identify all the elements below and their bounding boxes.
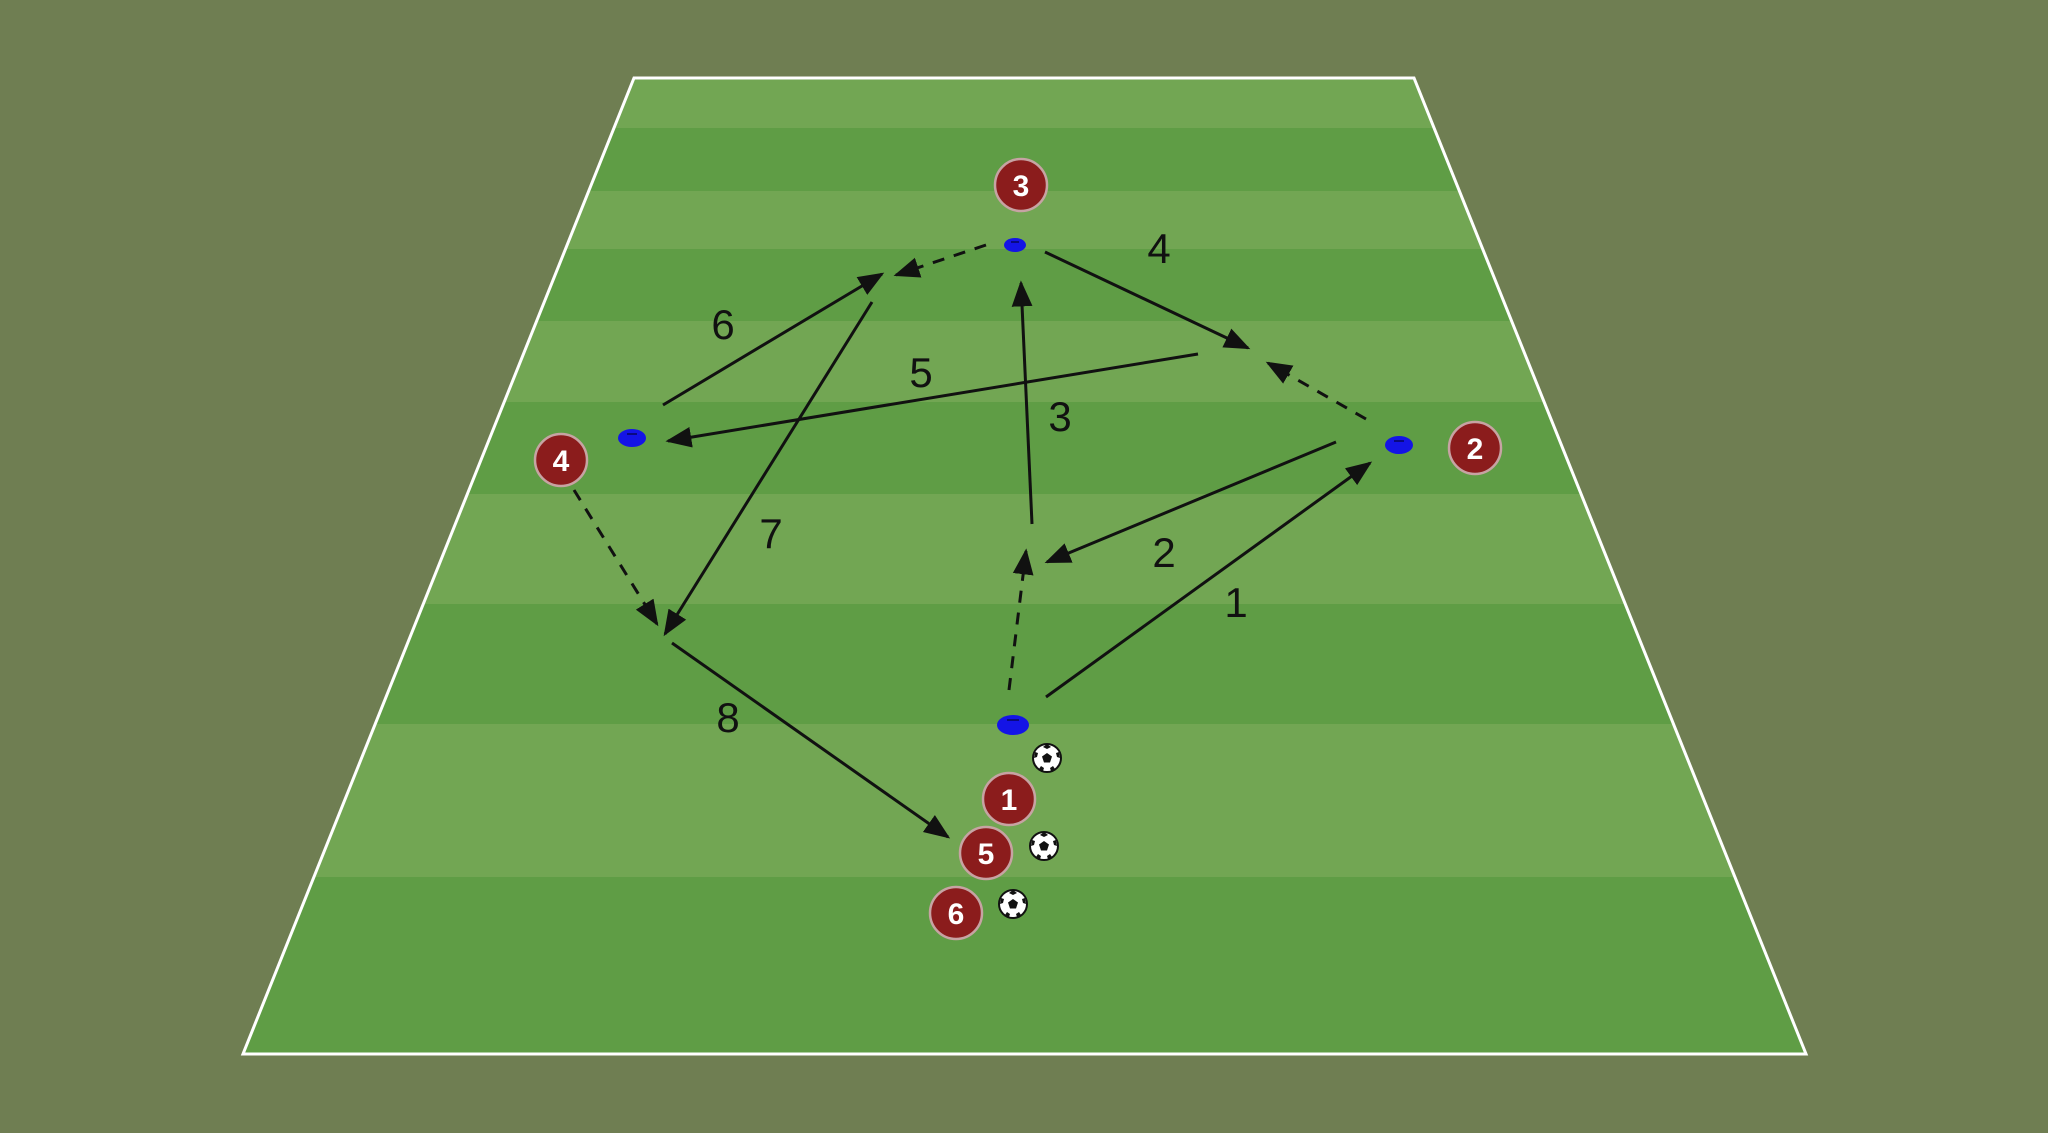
dashed-arrow-player-1	[1007, 548, 1034, 691]
sequence-label-3: 3	[1048, 393, 1071, 440]
player-number: 4	[553, 445, 570, 478]
pitch-boundary	[240, 76, 1809, 1056]
pitch-stripe	[243, 604, 1806, 724]
player-number: 1	[1001, 784, 1018, 817]
player-2[interactable]: 2	[1447, 420, 1503, 476]
cone-marker-icon	[1004, 238, 1026, 252]
sequence-label-4: 4	[1147, 225, 1170, 272]
sequence-label-7: 7	[759, 510, 782, 557]
sequence-label-2: 2	[1152, 529, 1175, 576]
cone-marker-icon	[618, 429, 646, 447]
player-number: 5	[978, 838, 995, 871]
solid-arrows	[662, 250, 1373, 839]
pitch-stripe	[243, 78, 1806, 128]
arrow-2	[1044, 440, 1337, 564]
cone-marker-icon	[997, 715, 1029, 735]
dashed-arrow-player-2	[1265, 361, 1367, 421]
cone-marker-icon	[1385, 436, 1413, 454]
arrow-1	[1045, 461, 1373, 699]
sequence-label-5: 5	[909, 349, 932, 396]
player-number: 2	[1467, 433, 1484, 466]
arrow-6	[662, 272, 885, 407]
player-1[interactable]: 1	[981, 771, 1037, 827]
dashed-arrows	[572, 243, 1367, 691]
player-3[interactable]: 3	[993, 157, 1049, 213]
arrow-3	[1011, 280, 1034, 525]
dashed-arrow-player-4	[572, 489, 659, 627]
pitch-stripe	[243, 494, 1806, 604]
player-number: 3	[1013, 170, 1030, 203]
sequence-label-6: 6	[711, 301, 734, 348]
sequence-labels: 1 2 3 4 5 6 7 8	[711, 225, 1247, 741]
cones	[618, 238, 1413, 735]
dashed-arrow-player-3	[893, 243, 987, 278]
pitch-stripe	[243, 249, 1806, 321]
arrow-5	[665, 352, 1199, 448]
pitch-stripe	[243, 402, 1806, 494]
soccer-ball-icon	[998, 889, 1028, 919]
player-5[interactable]: 5	[958, 825, 1014, 881]
arrow-7	[663, 301, 874, 637]
player-4[interactable]: 4	[533, 432, 589, 488]
soccer-ball-icon	[1029, 831, 1059, 861]
player-number: 6	[948, 898, 965, 931]
arrow-8	[671, 641, 951, 839]
soccer-ball-icon	[1032, 743, 1062, 773]
sequence-label-1: 1	[1224, 579, 1247, 626]
player-6[interactable]: 6	[928, 885, 984, 941]
players: 3 4 2 1 5 6	[533, 157, 1503, 941]
arrow-4	[1044, 250, 1251, 350]
sequence-label-8: 8	[716, 694, 739, 741]
